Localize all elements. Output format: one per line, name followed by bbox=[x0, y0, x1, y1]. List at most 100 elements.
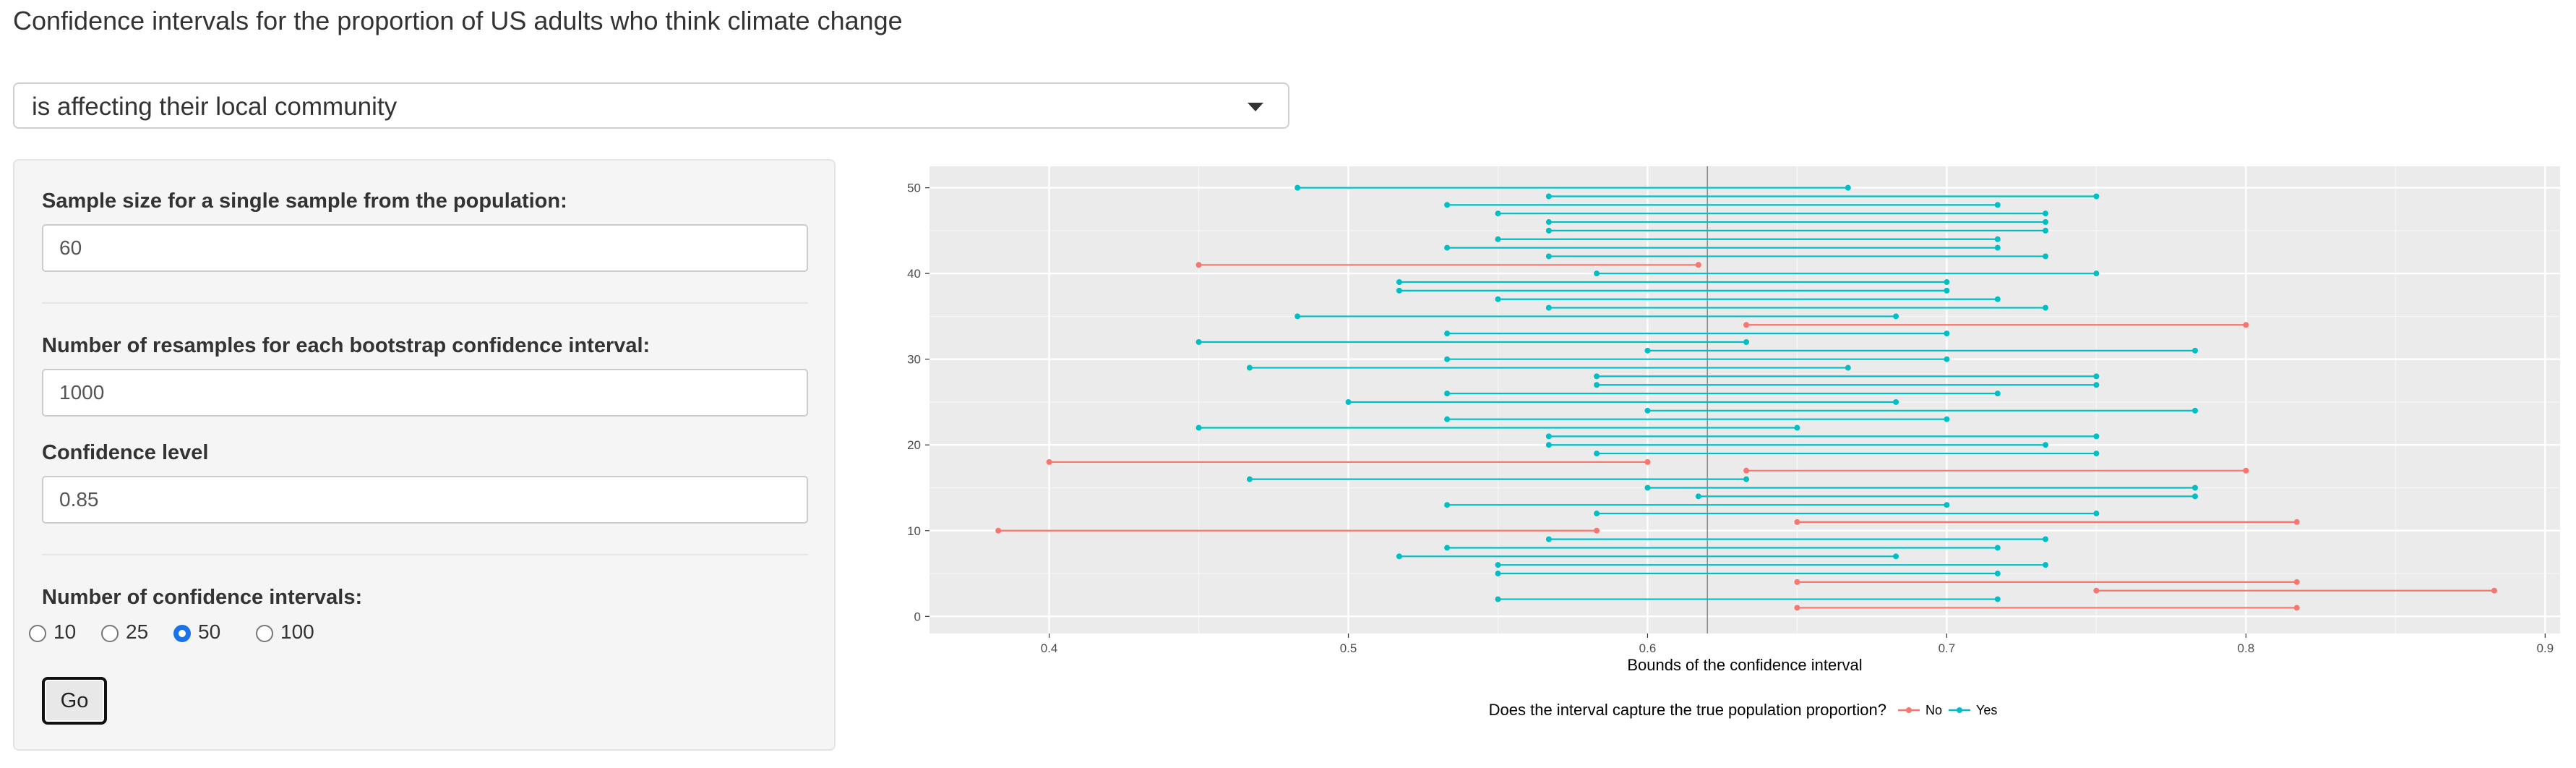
chevron-down-icon[interactable] bbox=[1248, 103, 1263, 111]
interval bbox=[1195, 262, 1701, 268]
interval-lower-point bbox=[1794, 519, 1800, 525]
interval-upper-point bbox=[2293, 519, 2300, 525]
interval-lower-point bbox=[1644, 485, 1651, 491]
interval-upper-point bbox=[2093, 451, 2100, 457]
interval-lower-point bbox=[1743, 322, 1750, 328]
interval-lower-point bbox=[1644, 407, 1651, 414]
interval-upper-point bbox=[1994, 296, 2001, 302]
interval-lower-point bbox=[1594, 511, 1600, 517]
confidence-level-label: Confidence level bbox=[42, 441, 209, 464]
interval-lower-point bbox=[1545, 304, 1552, 311]
interval-upper-point bbox=[1944, 502, 1950, 508]
axis-ticks bbox=[925, 187, 2546, 638]
interval-upper-point bbox=[1893, 398, 1899, 405]
interval-lower-point bbox=[1594, 382, 1600, 388]
interval bbox=[1644, 347, 2198, 354]
interval-lower-point bbox=[1495, 236, 1501, 242]
interval bbox=[1495, 562, 2049, 568]
interval-lower-point bbox=[1545, 253, 1552, 260]
interval bbox=[1594, 382, 2100, 388]
interval bbox=[1495, 236, 2001, 242]
question-select[interactable]: is affecting their local community bbox=[13, 82, 1289, 129]
sample-size-input[interactable]: 60 bbox=[42, 224, 808, 272]
interval bbox=[1594, 373, 2100, 380]
interval-lower-point bbox=[1545, 442, 1552, 448]
y-tick-label: 20 bbox=[907, 438, 921, 452]
interval bbox=[1295, 313, 1899, 320]
interval-upper-point bbox=[1743, 338, 1750, 345]
resamples-label: Number of resamples for each bootstrap c… bbox=[42, 334, 651, 357]
interval bbox=[1444, 416, 1950, 422]
interval-upper-point bbox=[1944, 330, 1950, 337]
legend-key-yes-point bbox=[1957, 707, 1962, 713]
interval-lower-point bbox=[1046, 458, 1052, 465]
interval bbox=[1444, 244, 2001, 251]
interval bbox=[1743, 467, 2249, 474]
question-select-value: is affecting their local community bbox=[32, 93, 398, 121]
interval-upper-point bbox=[1994, 596, 2001, 602]
interval-upper-point bbox=[1794, 424, 1800, 431]
interval-upper-point bbox=[2093, 270, 2100, 277]
interval-upper-point bbox=[1944, 416, 1950, 422]
resamples-input[interactable]: 1000 bbox=[42, 369, 808, 417]
interval-lower-point bbox=[1396, 287, 1402, 294]
interval-upper-point bbox=[2043, 227, 2049, 234]
x-tick-label: 0.7 bbox=[1939, 641, 1956, 655]
interval bbox=[1495, 296, 2001, 302]
interval bbox=[1046, 458, 1651, 465]
interval-lower-point bbox=[1444, 356, 1451, 362]
y-tick-label: 10 bbox=[907, 524, 921, 538]
legend-key-no-point bbox=[1906, 707, 1912, 713]
interval bbox=[1495, 596, 2001, 602]
interval-upper-point bbox=[2043, 210, 2049, 217]
radio-button[interactable] bbox=[256, 625, 273, 642]
interval-lower-point bbox=[1295, 313, 1301, 320]
interval-lower-point bbox=[1594, 373, 1600, 380]
interval bbox=[1444, 391, 2001, 397]
confidence-level-input[interactable]: 0.85 bbox=[42, 476, 808, 524]
interval bbox=[1545, 304, 2049, 311]
radio-button-selected[interactable] bbox=[173, 625, 191, 642]
interval-lower-point bbox=[1695, 493, 1701, 500]
interval-lower-point bbox=[1444, 416, 1451, 422]
interval-upper-point bbox=[2043, 219, 2049, 226]
interval bbox=[1246, 364, 1851, 371]
interval-upper-point bbox=[2043, 536, 2049, 542]
interval-lower-point bbox=[1495, 562, 1501, 568]
x-tick-label: 0.6 bbox=[1639, 641, 1657, 655]
interval bbox=[1794, 519, 2300, 525]
x-axis-title: Bounds of the confidence interval bbox=[1627, 656, 1862, 674]
interval-upper-point bbox=[2191, 347, 2198, 354]
interval-upper-point bbox=[2093, 193, 2100, 200]
interval-lower-point bbox=[1444, 502, 1451, 508]
intervals-layer bbox=[995, 184, 2497, 611]
settings-panel: Sample size for a single sample from the… bbox=[13, 159, 836, 751]
interval-lower-point bbox=[1444, 202, 1451, 208]
radio-button[interactable] bbox=[29, 625, 46, 642]
interval-upper-point bbox=[2043, 253, 2049, 260]
interval bbox=[1695, 493, 2198, 500]
radio-button[interactable] bbox=[101, 625, 119, 642]
interval-lower-point bbox=[1794, 605, 1800, 611]
interval-lower-point bbox=[1495, 210, 1501, 217]
interval-lower-point bbox=[1195, 262, 1202, 268]
interval-lower-point bbox=[1794, 579, 1800, 585]
interval bbox=[1545, 442, 2049, 448]
interval-lower-point bbox=[1495, 596, 1501, 602]
interval-lower-point bbox=[2093, 587, 2100, 594]
interval-upper-point bbox=[2293, 605, 2300, 611]
interval bbox=[1794, 605, 2300, 611]
sample-size-label: Sample size for a single sample from the… bbox=[42, 189, 567, 213]
interval-upper-point bbox=[1594, 527, 1600, 534]
interval-upper-point bbox=[2191, 493, 2198, 500]
interval bbox=[1495, 571, 2001, 577]
go-button[interactable]: Go bbox=[42, 677, 107, 725]
interval bbox=[1396, 279, 1950, 286]
interval-upper-point bbox=[2191, 485, 2198, 491]
interval-upper-point bbox=[1994, 571, 2001, 577]
interval bbox=[1545, 253, 2049, 260]
y-tick-label: 50 bbox=[907, 182, 921, 195]
x-tick-label: 0.4 bbox=[1041, 641, 1058, 655]
interval bbox=[1545, 536, 2049, 542]
interval-upper-point bbox=[1695, 262, 1701, 268]
